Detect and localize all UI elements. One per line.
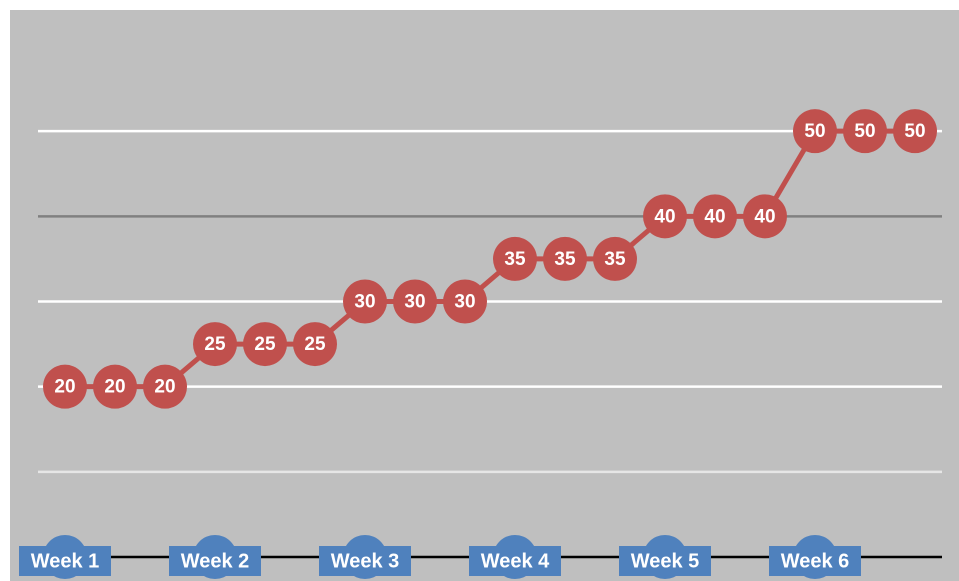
data-label: 30 [454, 292, 475, 313]
point [293, 322, 337, 367]
point [193, 322, 237, 367]
data-label: 20 [104, 377, 125, 398]
x-tick-label: Week 6 [781, 550, 850, 572]
category-box [319, 546, 411, 576]
data-label: 35 [604, 249, 626, 270]
data-label: 50 [854, 121, 875, 142]
x-tick-label: Week 3 [331, 550, 400, 572]
point [543, 236, 587, 281]
point [143, 364, 187, 409]
point [443, 279, 487, 324]
data-label: 25 [204, 334, 226, 355]
data-label: 30 [404, 292, 425, 313]
data-label: 25 [304, 334, 326, 355]
category-box [19, 546, 111, 576]
data-label: 40 [654, 206, 675, 227]
category-box [769, 546, 861, 576]
point [243, 322, 287, 367]
data-label: 50 [804, 121, 825, 142]
point [343, 279, 387, 324]
data-label: 35 [504, 249, 526, 270]
point [643, 194, 687, 239]
point [843, 109, 887, 154]
data-label: 25 [254, 334, 276, 355]
point [493, 236, 537, 281]
point [743, 194, 787, 239]
x-tick-label: Week 5 [631, 550, 700, 572]
data-label: 35 [554, 249, 576, 270]
data-label: 30 [354, 292, 375, 313]
x-tick-label: Week 4 [481, 550, 550, 572]
category-box [169, 546, 261, 576]
data-label: 50 [904, 121, 925, 142]
x-tick-label: Week 2 [181, 550, 250, 572]
x-tick-label: Week 1 [31, 550, 100, 572]
data-label: 20 [54, 377, 75, 398]
category-box [469, 546, 561, 576]
point [893, 109, 937, 154]
point [793, 109, 837, 154]
point [593, 236, 637, 281]
data-label: 40 [754, 206, 775, 227]
point [693, 194, 737, 239]
data-label: 40 [704, 206, 725, 227]
category-box [619, 546, 711, 576]
point [393, 279, 437, 324]
point [43, 364, 87, 409]
point [93, 364, 137, 409]
data-label: 20 [154, 377, 175, 398]
